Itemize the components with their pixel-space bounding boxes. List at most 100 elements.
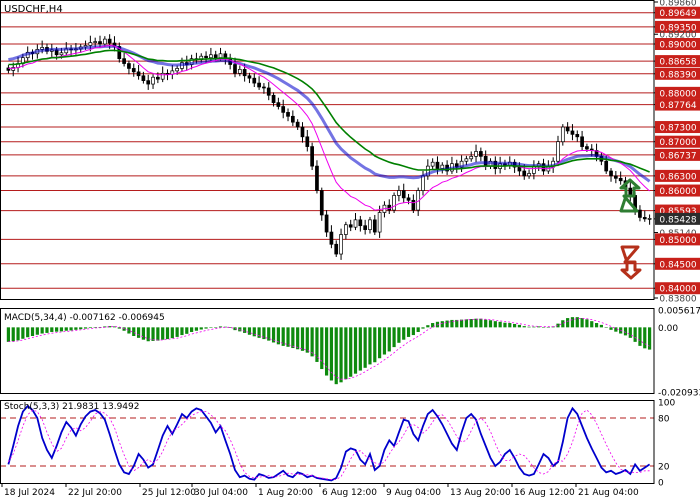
candle-body bbox=[147, 81, 150, 84]
macd-bar bbox=[580, 318, 583, 327]
candle-body bbox=[103, 39, 106, 44]
stochastic-tick-label: 80 bbox=[658, 415, 670, 425]
time-tick-label: 9 Aug 04:00 bbox=[386, 488, 441, 498]
macd-bar bbox=[638, 327, 641, 346]
candle-body bbox=[176, 68, 179, 70]
macd-bar bbox=[65, 327, 68, 330]
macd-bar bbox=[634, 327, 637, 342]
candle-body bbox=[137, 72, 140, 76]
candle-body bbox=[393, 195, 396, 210]
candle-body bbox=[209, 55, 212, 58]
candle-body bbox=[378, 213, 381, 233]
macd-bar bbox=[339, 327, 342, 382]
time-tick-label: 30 Jul 04:00 bbox=[194, 488, 248, 498]
candle-body bbox=[344, 225, 347, 235]
macd-bar bbox=[55, 327, 58, 331]
candle-body bbox=[291, 116, 294, 122]
macd-bar bbox=[547, 327, 550, 328]
macd-bar bbox=[643, 327, 646, 348]
macd-bar bbox=[421, 327, 424, 328]
candle-body bbox=[248, 76, 251, 78]
macd-bar bbox=[180, 327, 183, 335]
macd-bar bbox=[190, 327, 193, 332]
macd-bar bbox=[648, 327, 651, 349]
candle-body bbox=[320, 191, 323, 215]
candle-body bbox=[315, 166, 318, 190]
macd-bar bbox=[195, 327, 198, 330]
candle-body bbox=[402, 191, 405, 198]
candle-body bbox=[287, 112, 290, 116]
macd-bar bbox=[354, 327, 357, 373]
macd-bar bbox=[561, 320, 564, 327]
macd-bar bbox=[595, 323, 598, 327]
candle-body bbox=[152, 77, 155, 84]
macd-bar bbox=[286, 327, 289, 346]
macd-bar bbox=[69, 327, 72, 330]
candle-body bbox=[214, 55, 217, 58]
candle-body bbox=[296, 122, 299, 127]
macd-bar bbox=[31, 327, 34, 336]
candle-body bbox=[311, 147, 314, 167]
candle-body bbox=[258, 83, 261, 87]
macd-bar bbox=[325, 327, 328, 375]
candle-body bbox=[205, 56, 208, 57]
macd-bar bbox=[359, 327, 362, 370]
macd-bar bbox=[368, 327, 371, 364]
macd-bar bbox=[45, 327, 48, 333]
macd-bar bbox=[12, 327, 15, 341]
macd-bar bbox=[296, 327, 299, 349]
macd-bar bbox=[142, 327, 145, 339]
macd-bar bbox=[518, 325, 521, 327]
macd-bar bbox=[26, 327, 29, 337]
macd-bar bbox=[79, 327, 82, 329]
macd-bar bbox=[248, 327, 251, 334]
candle-body bbox=[94, 42, 97, 43]
candle-body bbox=[648, 218, 651, 219]
time-tick-label: 16 Aug 12:00 bbox=[514, 488, 575, 498]
candle-body bbox=[528, 173, 531, 175]
time-tick-label: 21 Aug 04:00 bbox=[578, 488, 639, 498]
macd-bar bbox=[74, 327, 77, 329]
candle-body bbox=[475, 151, 478, 156]
macd-bar bbox=[16, 327, 19, 340]
macd-bar bbox=[36, 327, 39, 334]
candle-body bbox=[301, 127, 304, 137]
price-tick-label: 0.88658 bbox=[659, 58, 696, 68]
candle-body bbox=[354, 220, 357, 227]
macd-bar bbox=[470, 319, 473, 327]
candle-body bbox=[166, 73, 169, 74]
price-tick-label: 0.87300 bbox=[659, 124, 696, 134]
price-tick-label: 0.83800 bbox=[659, 295, 696, 305]
candle-body bbox=[272, 95, 275, 102]
macd-bar bbox=[127, 327, 130, 333]
macd-bar bbox=[238, 327, 241, 331]
candle-body bbox=[132, 68, 135, 71]
macd-bar bbox=[291, 327, 294, 348]
price-tick-label: 0.86000 bbox=[659, 187, 696, 197]
macd-bar bbox=[151, 327, 154, 341]
macd-bar bbox=[185, 327, 188, 333]
candle-body bbox=[470, 156, 473, 158]
candle-body bbox=[629, 188, 632, 195]
macd-bar bbox=[166, 327, 169, 339]
macd-bar bbox=[137, 327, 140, 338]
macd-bar bbox=[566, 318, 569, 327]
time-tick-label: 18 Jul 2024 bbox=[4, 488, 55, 498]
price-tick-label: 0.87000 bbox=[659, 138, 696, 148]
candle-body bbox=[282, 107, 285, 113]
macd-bar bbox=[21, 327, 24, 338]
macd-bar bbox=[624, 327, 627, 335]
candle-body bbox=[412, 200, 415, 210]
macd-bar bbox=[94, 327, 97, 328]
candle-body bbox=[422, 176, 425, 191]
candle-body bbox=[219, 54, 222, 58]
candle-body bbox=[566, 127, 569, 131]
candle-body bbox=[373, 220, 376, 232]
macd-bar bbox=[474, 319, 477, 328]
macd-bar bbox=[446, 321, 449, 328]
macd-bar bbox=[383, 327, 386, 354]
price-tick-label: 0.88390 bbox=[659, 70, 696, 80]
macd-bar bbox=[60, 327, 63, 331]
macd-bar bbox=[243, 327, 246, 333]
candle-body bbox=[60, 53, 63, 55]
